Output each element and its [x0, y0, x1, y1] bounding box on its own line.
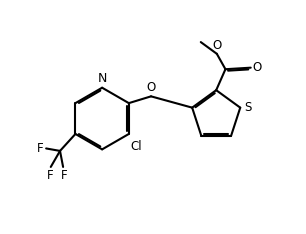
Text: O: O [212, 39, 222, 52]
Text: F: F [61, 169, 67, 183]
Text: O: O [146, 81, 156, 94]
Text: F: F [37, 142, 44, 155]
Text: F: F [47, 169, 53, 183]
Text: O: O [252, 61, 262, 74]
Text: S: S [244, 101, 252, 114]
Text: Cl: Cl [131, 139, 142, 153]
Text: N: N [97, 72, 107, 85]
